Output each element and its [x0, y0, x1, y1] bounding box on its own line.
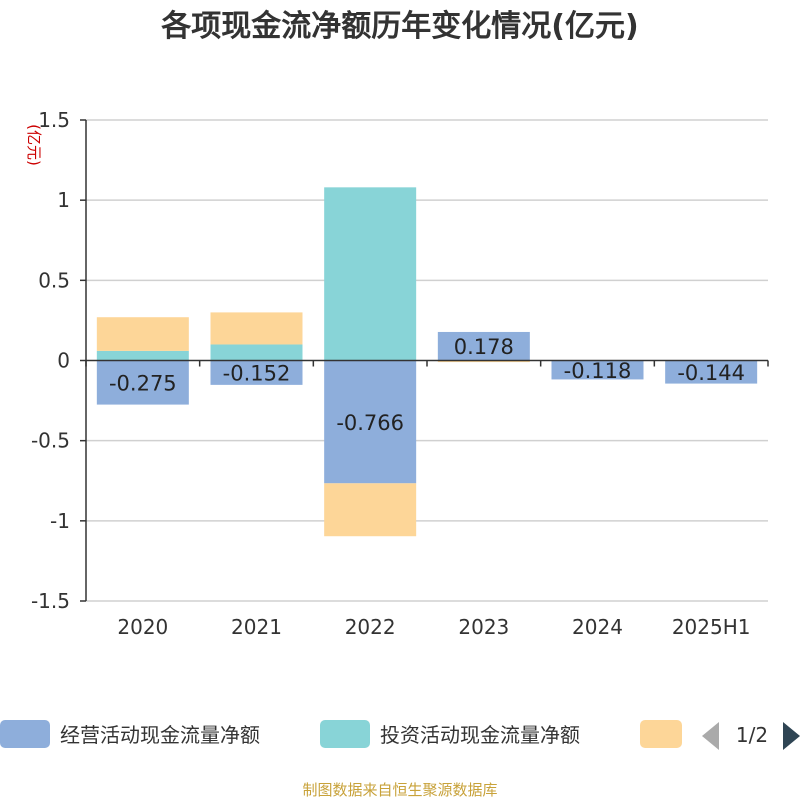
y-tick-label: 1 — [57, 188, 70, 212]
gridlines — [86, 119, 768, 602]
bar-2021-series-1[interactable] — [210, 344, 303, 361]
y-tick-label: -0.5 — [31, 429, 70, 453]
data-label-2024: -0.118 — [564, 359, 632, 383]
x-tick-label: 2024 — [572, 615, 623, 639]
data-label-2025H1: -0.144 — [677, 361, 745, 385]
bar-2022-series-1[interactable] — [324, 187, 417, 361]
bar-2023-series-2[interactable] — [437, 360, 530, 363]
bars — [96, 187, 758, 537]
y-tick-label: 0 — [57, 349, 70, 373]
bar-2020-series-0[interactable] — [96, 360, 189, 405]
legend-prev-page-icon[interactable] — [702, 722, 719, 750]
x-tick-label: 2022 — [345, 615, 396, 639]
bar-2023-series-0[interactable] — [437, 331, 530, 361]
chart-title: 各项现金流净额历年变化情况(亿元) — [160, 9, 638, 44]
bar-2025H1-series-0[interactable] — [665, 360, 758, 384]
bar-2022-series-0[interactable] — [324, 360, 417, 484]
data-label-2021: -0.152 — [223, 362, 291, 386]
x-tick-label: 2021 — [231, 615, 282, 639]
legend: 经营活动现金流量净额 投资活动现金流量净额 1/2 — [0, 720, 800, 750]
bar-2021-series-2[interactable] — [210, 312, 303, 345]
y-tick-label: -1 — [50, 509, 70, 533]
source-note: 制图数据来自恒生聚源数据库 — [302, 781, 497, 799]
legend-page-indicator: 1/2 — [736, 723, 768, 747]
bar-2020-series-1[interactable] — [96, 350, 189, 361]
y-tick-label: 0.5 — [38, 268, 70, 292]
y-tick-label: -1.5 — [31, 589, 70, 613]
legend-swatch-operating[interactable] — [0, 720, 50, 748]
x-tick-label: 2020 — [117, 615, 168, 639]
bar-2021-series-0[interactable] — [210, 360, 303, 385]
data-label-2023: 0.178 — [454, 335, 514, 359]
bar-2020-series-2[interactable] — [96, 317, 189, 351]
x-tick-label: 2025H1 — [672, 615, 751, 639]
x-axis-ticks: 2020 2021 2022 2023 2024 2025H1 — [85, 360, 769, 639]
data-label-2022: -0.766 — [336, 411, 404, 435]
legend-next-page-icon[interactable] — [783, 722, 800, 750]
x-tick-label: 2023 — [458, 615, 509, 639]
bar-2022-series-2[interactable] — [324, 483, 417, 537]
legend-label-operating[interactable]: 经营活动现金流量净额 — [60, 723, 260, 747]
legend-swatch-third[interactable] — [640, 720, 682, 748]
bar-2024-series-0[interactable] — [551, 360, 644, 380]
data-label-2020: -0.275 — [109, 372, 177, 396]
y-axis-unit: (亿元) — [25, 124, 43, 166]
y-tick-label: 1.5 — [38, 108, 70, 132]
legend-label-investing[interactable]: 投资活动现金流量净额 — [380, 723, 580, 747]
data-labels: -0.275 -0.152 -0.766 0.178 -0.118 -0.144 — [109, 335, 745, 435]
y-axis-ticks: -1.5 -1 -0.5 0 0.5 1 1.5 — [31, 108, 86, 613]
legend-swatch-investing[interactable] — [320, 720, 370, 748]
